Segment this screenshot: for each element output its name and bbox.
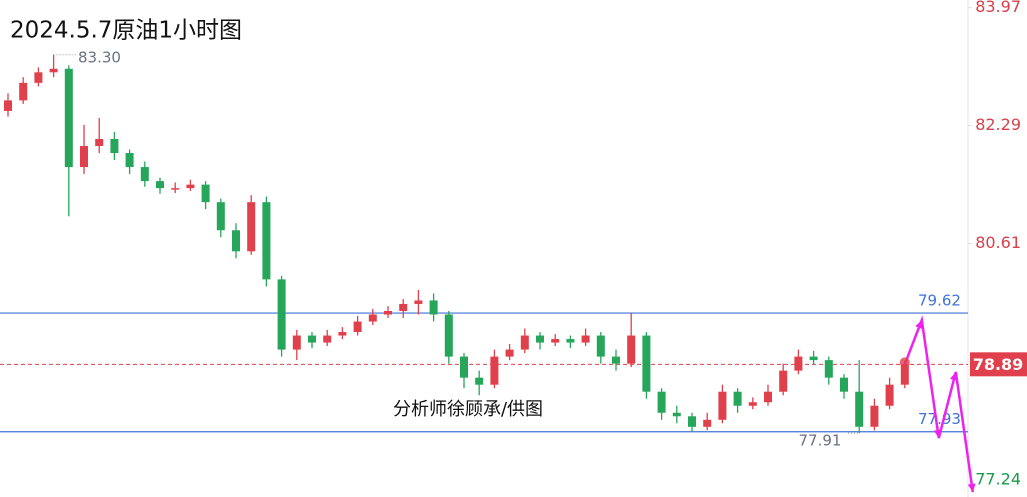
candle-body [824, 360, 833, 378]
candle-body [292, 335, 301, 350]
y-tick-label: 80.61 [975, 233, 1021, 252]
candle-body [627, 335, 636, 364]
candle-body [612, 356, 620, 364]
candle-body [140, 167, 149, 182]
candle-body [247, 202, 256, 252]
credit: 分析师徐顾承/供图 [393, 399, 543, 420]
candle-body [505, 349, 514, 357]
candle-body [125, 153, 134, 168]
low-label: 77.91 [799, 432, 842, 450]
candle-body [171, 188, 180, 190]
candle-body [809, 356, 818, 361]
candle-body [870, 405, 879, 427]
candle-body [34, 72, 43, 83]
candle-body [368, 314, 377, 322]
projection-path [903, 315, 975, 493]
candle-body [688, 416, 696, 427]
candle-body [642, 335, 651, 392]
candle-body [490, 356, 499, 385]
level-label: 77.93 [918, 410, 961, 428]
last-price-dot [899, 357, 910, 368]
candle-body [581, 335, 590, 343]
candle-body [201, 184, 210, 203]
y-tick-label: 82.29 [975, 115, 1021, 134]
candle-body [900, 364, 909, 385]
candle-body [764, 391, 772, 403]
candle-body [536, 335, 544, 343]
candle-body [95, 138, 104, 147]
y-tick-label: 83.97 [975, 0, 1021, 16]
candle-body [748, 402, 757, 406]
candle-body [429, 300, 438, 315]
candle-body [794, 356, 803, 371]
candle-body [718, 391, 727, 420]
candle-body [475, 377, 484, 385]
candle-body [672, 412, 681, 417]
last-price-label: 78.89 [973, 355, 1024, 374]
high-label: 83.30 [78, 48, 121, 66]
last-price-box [970, 352, 1027, 377]
target-label: 77.24 [975, 470, 1021, 489]
candle-body [520, 335, 529, 350]
candle-body [64, 68, 73, 168]
candle-body [262, 202, 271, 280]
candle-body [855, 391, 864, 427]
candle-body [733, 391, 742, 406]
candle-body [444, 314, 453, 357]
candle-body [596, 335, 605, 357]
candle-body [277, 279, 286, 350]
candle-body [110, 138, 119, 154]
candle-body [338, 332, 347, 336]
candle-body [232, 230, 240, 252]
candle-body [384, 310, 392, 315]
candle-body [399, 303, 408, 311]
candle-body [703, 419, 712, 427]
candle-body [414, 300, 423, 304]
candle-body [308, 335, 316, 343]
candle-body [4, 100, 12, 111]
candle-body [657, 391, 666, 413]
candle-body [353, 321, 362, 333]
candle-body [49, 68, 58, 73]
candle-body [885, 384, 894, 406]
candle-body [19, 82, 28, 101]
candle-body [566, 339, 575, 343]
candle-body [840, 377, 848, 392]
candle-body [186, 184, 195, 189]
candle-body [460, 356, 468, 378]
projection-arrowhead [967, 483, 976, 493]
candle-body [779, 370, 788, 392]
level-label: 79.62 [918, 292, 961, 310]
candle-body [551, 339, 560, 343]
projection-arrowhead [949, 372, 958, 381]
candle-body [80, 146, 88, 168]
candle-body [156, 181, 164, 189]
projection-arrowhead [915, 320, 923, 330]
candle-body [216, 202, 225, 231]
candle-body [323, 335, 332, 343]
chart-title: 2024.5.7原油1小时图 [10, 18, 242, 44]
projection-arrowhead [933, 429, 942, 439]
